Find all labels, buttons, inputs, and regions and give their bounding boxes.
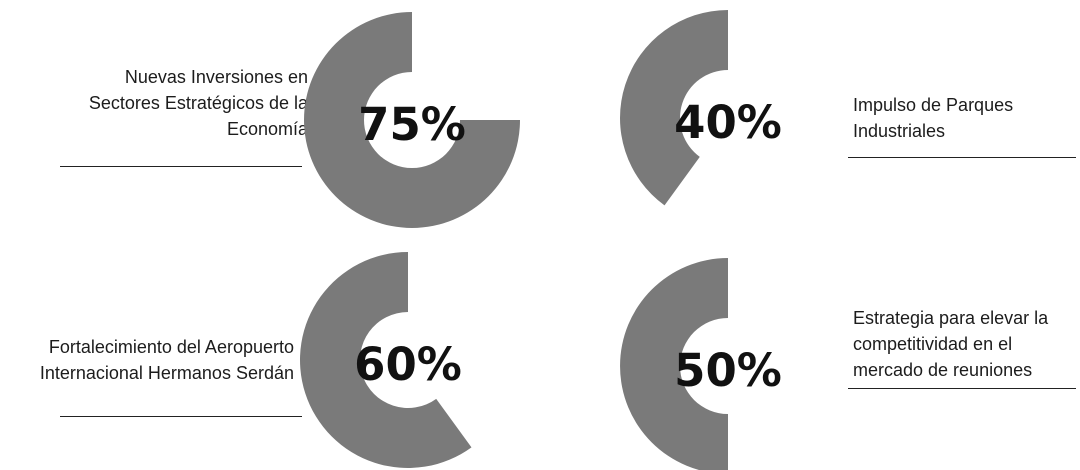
- donut-chart-1: 75%: [304, 12, 520, 228]
- label-nuevas-inversiones: Nuevas Inversiones en Sectores Estratégi…: [88, 67, 308, 139]
- percent-value-1: 75%: [358, 98, 466, 151]
- divider-line-2: [848, 157, 1076, 158]
- donut-chart-2: 40%: [620, 10, 782, 206]
- label-mercado-reuniones: Estrategia para elevar la competitividad…: [853, 308, 1049, 380]
- label-aeropuerto: Fortalecimiento del Aeropuerto Internaci…: [39, 337, 294, 383]
- label-parques-industriales: Impulso de Parques Industriales: [853, 95, 1014, 141]
- divider-line-4: [848, 388, 1076, 389]
- donut-chart-4: 50%: [620, 258, 782, 470]
- donut-arc-4: [620, 258, 728, 470]
- divider-line-1: [60, 166, 302, 167]
- donut-chart-3: 60%: [300, 252, 472, 468]
- percent-value-2: 40%: [674, 96, 782, 149]
- donut-arc-2: [620, 10, 728, 206]
- donut-arc-3: [300, 252, 472, 468]
- percent-value-4: 50%: [674, 344, 782, 397]
- divider-line-3: [60, 416, 302, 417]
- donut-arc-1: [304, 12, 520, 228]
- percent-value-3: 60%: [354, 338, 462, 391]
